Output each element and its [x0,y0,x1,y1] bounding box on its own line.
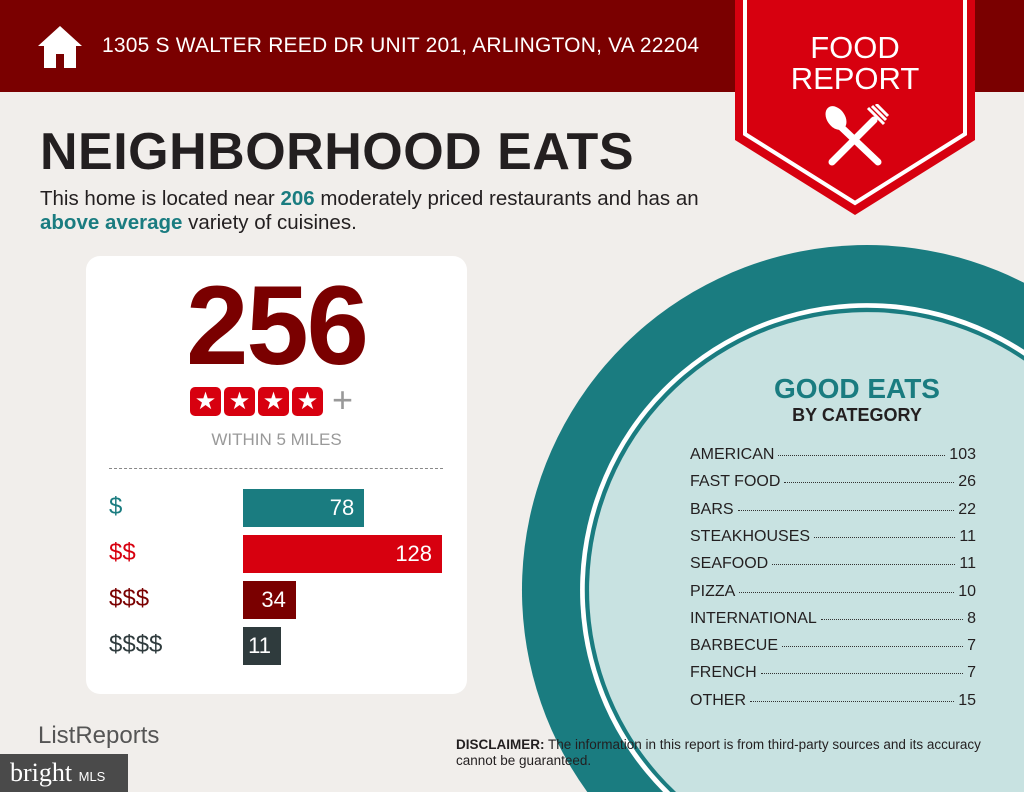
dot-leader [739,591,955,593]
disclaimer: DISCLAIMER: The information in this repo… [456,737,981,768]
category-row: BARBECUE 7 [690,636,976,655]
category-count: 7 [967,664,976,682]
category-row: SEAFOOD 11 [690,554,976,573]
category-name: OTHER [690,691,746,709]
home-icon [38,26,82,68]
category-count: 7 [967,637,976,655]
category-row: FAST FOOD 26 [690,472,976,491]
restaurant-total: 256 [186,263,369,388]
within-label: WITHIN 5 MILES [211,430,342,449]
good-eats-subtitle: BY CATEGORY [792,405,922,425]
divider [109,468,443,469]
category-row: INTERNATIONAL 8 [690,609,976,628]
dot-leader [784,482,955,484]
category-count: 11 [959,555,976,573]
dot-leader [782,646,964,648]
category-row: BARS 22 [690,500,976,519]
category-count: 103 [949,446,976,463]
price-label: $$ [109,539,136,566]
category-name: SEAFOOD [690,555,769,573]
category-row: FRENCH 7 [690,663,976,682]
category-row: PIZZA 10 [690,582,976,601]
price-label: $ [109,493,123,520]
price-bar: 11 [243,627,281,665]
category-name: BARS [690,500,734,518]
bright-mls-watermark: bright MLS [0,754,128,792]
category-count: 15 [958,691,976,709]
category-row: AMERICAN 103 [690,445,976,464]
category-name: BARBECUE [690,637,779,655]
badge-text: FOOD REPORT [790,30,920,96]
category-name: AMERICAN [690,446,775,463]
dot-leader [760,673,964,675]
dot-leader [778,455,946,456]
category-count: 26 [958,473,976,491]
summary-card: 256 ★ ★ ★ ★ + WITHIN 5 MILES $78 $$ 128 $$$ 34 $… [86,256,467,694]
price-label: $$$$ [109,631,163,658]
price-bar: 34 [243,581,296,619]
listreports-logo: ListReports [38,722,160,749]
category-name: FAST FOOD [690,473,781,491]
category-count: 8 [967,609,976,627]
category-name: STEAKHOUSES [690,527,811,545]
category-row: OTHER 15 [690,691,976,710]
category-row: STEAKHOUSES 11 [690,527,976,546]
food-report-badge [735,0,975,215]
category-count: 11 [959,527,976,545]
star-icon: ★ [292,387,323,416]
star-icon: ★ [190,387,221,416]
page-title: NEIGHBORHOOD EATS [40,123,635,181]
dot-leader [737,509,955,511]
category-name: INTERNATIONAL [690,609,817,627]
dot-leader [750,700,955,702]
price-label: $$$ [109,585,150,612]
category-count: 10 [958,582,976,600]
good-eats-title: GOOD EATS [774,373,940,404]
star-icon: ★ [224,387,255,416]
category-name: PIZZA [690,582,736,600]
price-bar: 78 [243,489,365,527]
property-address: 1305 S WALTER REED DR UNIT 201, ARLINGTO… [102,34,700,57]
utensils-icon [825,104,890,166]
description: This home is located near 206 moderately… [40,187,699,234]
star-rating: ★ ★ ★ ★ [190,387,323,416]
dot-leader [772,564,956,566]
dot-leader [820,618,964,620]
category-name: FRENCH [690,664,757,682]
price-bar: 128 [243,535,443,573]
dot-leader [814,536,956,538]
plus-icon: + [332,379,354,420]
category-count: 22 [958,500,976,518]
star-icon: ★ [258,387,289,416]
